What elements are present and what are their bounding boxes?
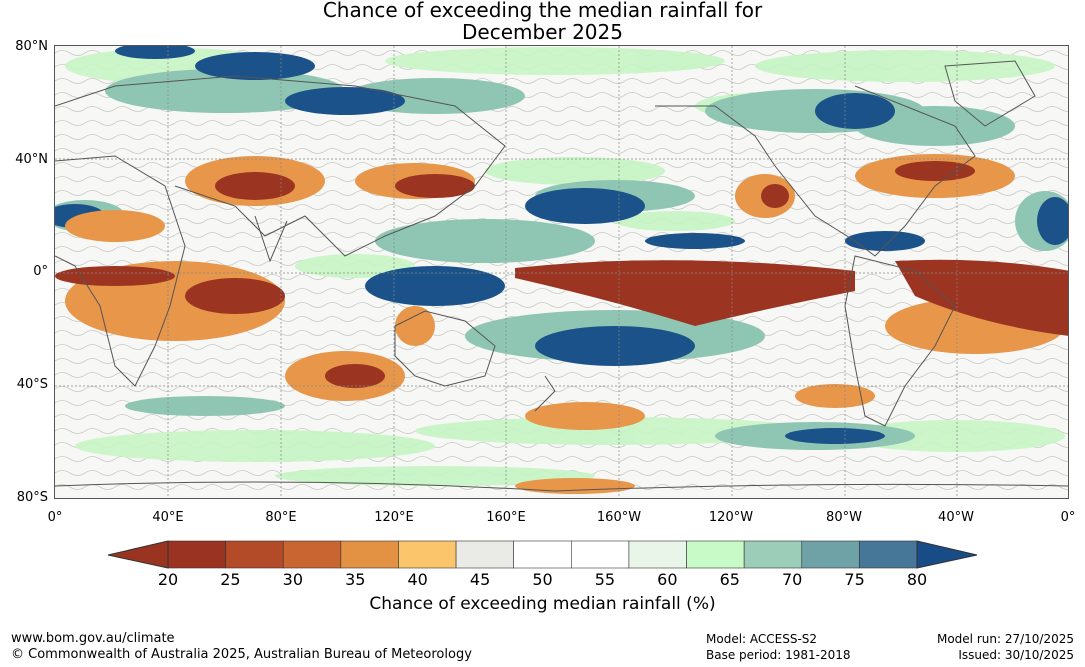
chart-title-line2: December 2025 (462, 20, 623, 44)
lon-label-120w: 120°W (708, 510, 754, 525)
colorbar-tick-label: 65 (719, 570, 740, 589)
base-period-text: Base period: 1981-2018 (706, 648, 851, 662)
colorbar-tick-label: 35 (345, 570, 366, 589)
colorbar-segment (571, 540, 630, 569)
colorbar-segment (686, 540, 745, 569)
colorbar-tick-label: 60 (657, 570, 678, 589)
colorbar-tick-label: 25 (220, 570, 241, 589)
colorbar-segment (743, 540, 803, 569)
colorbar-end-low (107, 540, 169, 569)
lon-label-120e: 120°E (374, 510, 414, 525)
rainfall-map (54, 45, 1069, 499)
colorbar-tick-label: 20 (157, 570, 179, 589)
colorbar-segment (513, 540, 572, 569)
colorbar-tick-label: 55 (594, 570, 616, 589)
colorbar-segment (628, 540, 687, 569)
issued-text: Issued: 30/10/2025 (958, 648, 1074, 662)
lat-label-40s: 40°S (16, 377, 48, 392)
lon-label-80w: 80°W (826, 510, 862, 525)
graticule (55, 46, 1068, 498)
colorbar-title: Chance of exceeding median rainfall (%) (369, 594, 716, 614)
coastlines (55, 60, 1068, 492)
lon-label-160w: 160°W (596, 510, 642, 525)
colorbar-segment (455, 540, 514, 569)
colorbar-tick-label: 80 (906, 570, 928, 589)
website-link[interactable]: www.bom.gov.au/climate (11, 631, 175, 646)
lat-label-80s: 80°S (16, 490, 48, 505)
colorbar-end-high (916, 540, 978, 569)
blue-areas (55, 46, 1068, 444)
lat-label-80n: 80°N (15, 39, 48, 54)
colorbar-segment (859, 540, 918, 569)
lat-label-40n: 40°N (15, 152, 48, 167)
lon-label-40e: 40°E (152, 510, 184, 525)
lon-label-160e: 160°E (486, 510, 526, 525)
lon-label-40w: 40°W (938, 510, 974, 525)
colorbar-tick-label: 50 (532, 570, 553, 589)
colorbar-segment (801, 540, 860, 569)
lat-label-equator: 0° (33, 264, 48, 279)
model-run-text: Model run: 27/10/2025 (936, 632, 1074, 646)
brown-areas (55, 161, 1068, 388)
colorbar-tick-label: 40 (407, 570, 428, 589)
colorbar-segment (340, 540, 399, 569)
colorbar-segment (167, 540, 226, 569)
colorbar-segment (225, 540, 284, 569)
colorbar-tick-label: 45 (469, 570, 491, 589)
lon-label-0-right: 0° (1060, 510, 1076, 525)
lon-label-80e: 80°E (265, 510, 297, 525)
light-green-areas (65, 47, 1065, 486)
colorbar-tick-label: 30 (282, 570, 303, 589)
colorbar-segment (398, 540, 457, 569)
lon-label-0: 0° (47, 510, 63, 525)
colorbar-segment (282, 540, 342, 569)
model-text: Model: ACCESS-S2 (706, 632, 818, 646)
copyright-text: © Commonwealth of Australia 2025, Austra… (11, 647, 472, 662)
colorbar-tick-label: 70 (781, 570, 803, 589)
colorbar-tick-label: 75 (844, 570, 865, 589)
chart-title-line1: Chance of exceeding the median rainfall … (322, 0, 763, 22)
